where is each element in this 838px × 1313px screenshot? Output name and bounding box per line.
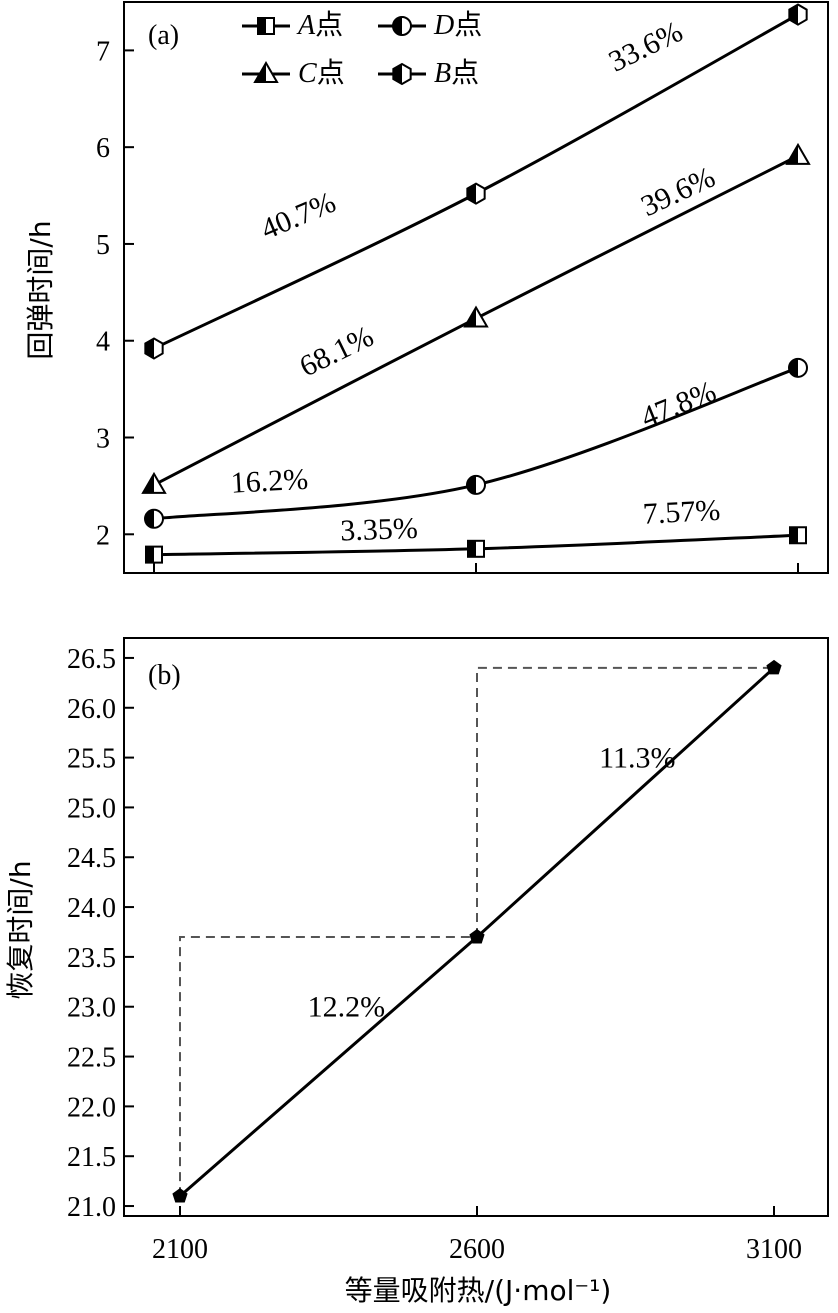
legend-label-1: D点	[433, 8, 482, 41]
x-tick-label-0: 2100	[152, 1234, 208, 1265]
panel-label-a: (a)	[148, 20, 179, 51]
y-tick-label-b-7: 24.5	[67, 843, 116, 874]
legend-label-0: A点	[296, 8, 343, 41]
y-tick-label-b-4: 23.0	[67, 993, 116, 1024]
x-tick-label-2: 3100	[746, 1234, 802, 1265]
step-guide-b-1	[476, 666, 774, 937]
chart-panel-b: 21.0 21.5 22.0 22.5 23.0 23.5 24.0 24.5 25.0 25.5…	[4, 637, 829, 1307]
panel-label-b: (b)	[148, 660, 181, 691]
legend-marker-2	[253, 61, 279, 83]
y-tick-label-b-5: 23.5	[67, 943, 116, 974]
series-lines-b	[172, 659, 782, 1203]
y-tick-label-b-8: 25.0	[67, 793, 116, 824]
annotation-a-7: 33.6%	[604, 15, 688, 79]
data-point-a-1-2	[788, 357, 808, 378]
annotation-b-0: 12.2%	[308, 991, 386, 1024]
legend-marker-0	[257, 17, 275, 35]
y-tick-label-a-1: 3	[96, 424, 110, 455]
data-point-b-1	[469, 928, 485, 944]
data-point-a-0-2	[789, 526, 807, 545]
y-tick-label-a-5: 7	[96, 36, 110, 67]
y-axis-label-a: 回弹时间/h	[24, 220, 57, 359]
reference-dashes-b	[179, 666, 774, 1197]
data-point-a-1-1	[466, 474, 486, 495]
x-axis-a	[153, 563, 799, 573]
annotation-a-3: 47.8%	[636, 375, 720, 435]
data-point-a-0-0	[145, 545, 163, 564]
y-tick-label-b-1: 21.5	[67, 1142, 116, 1173]
annotations-a: 3.35% 7.57%16.2%47.8%68.1%39.6%40.7%33.6%	[230, 15, 721, 548]
annotation-a-1: 7.57%	[642, 494, 721, 531]
data-point-a-0-1	[467, 539, 485, 558]
x-axis-label: 等量吸附热/(J·mol⁻¹)	[345, 1274, 612, 1307]
data-point-a-2-0	[141, 471, 167, 494]
annotation-a-2: 16.2%	[230, 463, 309, 500]
data-point-a-2-1	[463, 305, 489, 328]
y-tick-label-b-9: 25.5	[67, 744, 116, 775]
legend-a: A点 D点 C点 B点	[242, 8, 482, 89]
legend-label-2: C点	[298, 56, 345, 89]
annotation-a-5: 39.6%	[636, 160, 720, 223]
y-axis-b: 21.0 21.5 22.0 22.5 23.0 23.5 24.0 24.5 25.0 25.5…	[67, 644, 134, 1223]
y-tick-label-a-3: 5	[96, 230, 110, 261]
y-tick-label-a-2: 4	[96, 327, 110, 358]
annotation-b-1: 11.3%	[599, 742, 675, 775]
data-point-a-1-0	[144, 508, 164, 529]
y-axis-a: 2 3 4 5 6 7	[96, 36, 134, 551]
y-tick-label-a-0: 2	[96, 520, 110, 551]
annotations-b: 12.2% 11.3%	[308, 742, 676, 1024]
y-tick-label-b-3: 22.5	[67, 1043, 116, 1074]
annotation-a-6: 40.7%	[256, 186, 340, 247]
y-tick-label-b-10: 26.0	[67, 694, 116, 725]
data-point-b-2	[766, 659, 782, 675]
legend-marker-3	[392, 62, 412, 86]
data-point-a-3-2	[788, 3, 808, 26]
y-tick-label-b-6: 24.0	[67, 893, 116, 924]
series-lines-a	[141, 3, 811, 564]
annotation-a-0: 3.35%	[340, 512, 419, 548]
y-tick-label-b-11: 26.5	[67, 644, 116, 675]
y-tick-label-b-2: 22.0	[67, 1092, 116, 1123]
x-tick-label-1: 2600	[449, 1234, 505, 1265]
y-tick-label-a-4: 6	[96, 133, 110, 164]
data-point-a-2-2	[785, 142, 811, 165]
data-point-a-3-0	[144, 337, 164, 360]
step-guide-b-0	[179, 935, 477, 1197]
y-axis-label-b: 恢复时间/h	[4, 860, 37, 999]
y-tick-label-b-0: 21.0	[67, 1192, 116, 1223]
legend-marker-1	[392, 16, 412, 36]
data-point-b-0	[172, 1188, 188, 1203]
x-axis-b: 2100 2600 3100	[152, 1206, 802, 1265]
data-point-a-3-1	[466, 182, 486, 205]
legend-label-3: B点	[434, 56, 479, 89]
